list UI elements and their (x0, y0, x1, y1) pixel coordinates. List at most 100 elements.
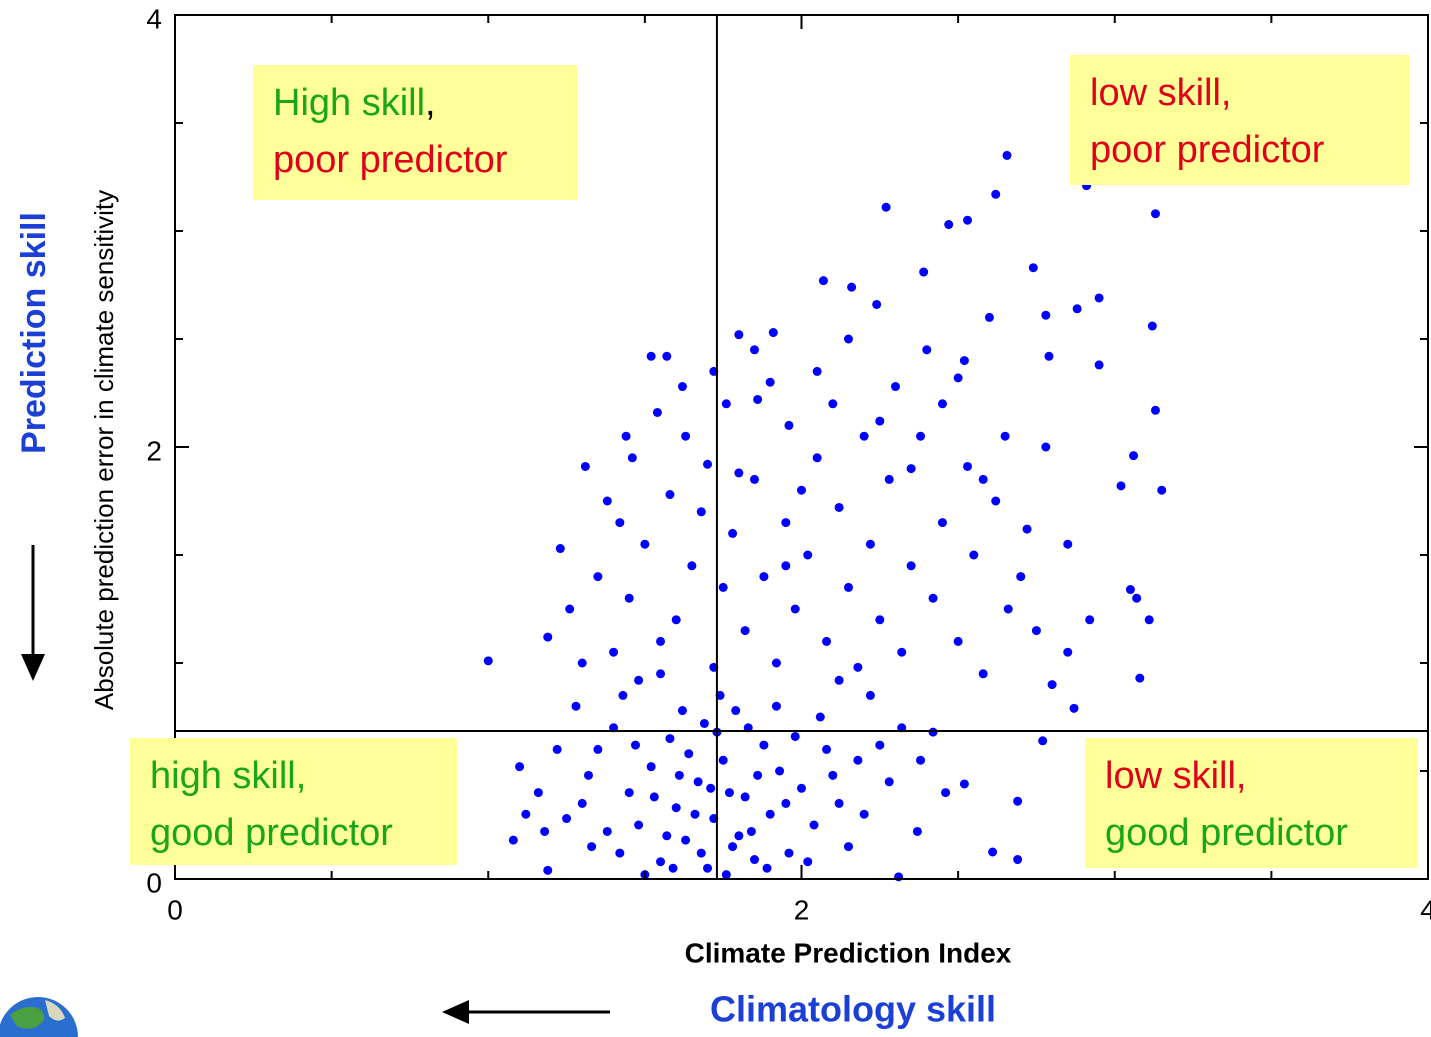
point (865, 690, 875, 700)
point (988, 847, 998, 857)
point (555, 544, 565, 554)
point (668, 863, 678, 873)
point (687, 561, 697, 571)
point (978, 474, 988, 484)
point (1132, 593, 1142, 603)
point (1003, 604, 1013, 614)
globe-logo (0, 997, 78, 1037)
quadrant-label-part: poor predictor (273, 139, 508, 181)
point (703, 459, 713, 469)
point (734, 831, 744, 841)
quadrant-label: good predictor (1105, 812, 1348, 854)
point (812, 366, 822, 376)
point (784, 848, 794, 858)
point (937, 399, 947, 409)
point (853, 662, 863, 672)
point (753, 394, 763, 404)
point (916, 755, 926, 765)
point (1094, 360, 1104, 370)
point (1116, 481, 1126, 491)
point (693, 777, 703, 787)
point (543, 865, 553, 875)
point (937, 518, 947, 528)
point (969, 550, 979, 560)
point (1041, 310, 1051, 320)
point (797, 485, 806, 495)
point (859, 809, 869, 819)
point (762, 863, 772, 873)
point (784, 420, 794, 430)
point (656, 857, 666, 867)
point (1069, 703, 1079, 713)
point (1047, 680, 1057, 690)
point (881, 202, 891, 212)
point (1031, 626, 1041, 636)
point (646, 351, 656, 361)
point (781, 798, 791, 808)
x-tick-label: 2 (794, 894, 810, 925)
point (978, 669, 988, 679)
point (602, 826, 612, 836)
point (875, 740, 885, 750)
quadrant-box (1085, 738, 1418, 868)
point (662, 831, 672, 841)
point (571, 701, 581, 711)
point (621, 431, 631, 441)
point (750, 345, 760, 355)
point (828, 770, 838, 780)
point (1094, 293, 1104, 303)
point (1022, 524, 1032, 534)
point (731, 706, 741, 716)
point (746, 826, 756, 836)
point (634, 675, 644, 685)
point (577, 798, 587, 808)
point (515, 762, 525, 772)
point (706, 783, 716, 793)
point (565, 604, 575, 614)
point (684, 749, 694, 759)
point (681, 835, 691, 845)
point (1013, 855, 1023, 865)
point (847, 282, 857, 292)
quadrant-label: poor predictor (1090, 129, 1325, 171)
quadrant-label-part: poor predictor (1090, 129, 1325, 171)
point (815, 712, 825, 722)
point (734, 468, 744, 478)
point (875, 615, 885, 625)
point (587, 842, 597, 852)
point (552, 744, 562, 754)
point (818, 276, 828, 286)
point (699, 718, 709, 728)
point (681, 431, 691, 441)
point (543, 632, 553, 642)
quadrant-label-part: good predictor (1105, 812, 1348, 854)
point (721, 399, 731, 409)
point (759, 740, 769, 750)
point (646, 762, 656, 772)
y-tick-label: 0 (146, 867, 162, 898)
x-tick-label: 4 (1420, 894, 1431, 925)
point (963, 461, 973, 471)
point (728, 528, 738, 538)
quadrant-label-part: High skill (273, 82, 425, 124)
point (771, 658, 781, 668)
point (1002, 150, 1012, 160)
quadrant-label: high skill, (150, 755, 306, 797)
point (630, 740, 640, 750)
point (809, 820, 819, 830)
x-axis-label: Climate Prediction Index (685, 937, 1012, 968)
point (740, 792, 750, 802)
point (859, 431, 869, 441)
point (1072, 304, 1082, 314)
point (771, 701, 781, 711)
point (1013, 796, 1023, 806)
point (944, 220, 954, 230)
point (768, 328, 778, 338)
point (922, 345, 932, 355)
quadrant-label: High skill, (273, 82, 436, 124)
point (963, 215, 973, 225)
point (834, 502, 844, 512)
quadrant-label-part: , (425, 82, 436, 124)
point (906, 464, 916, 474)
